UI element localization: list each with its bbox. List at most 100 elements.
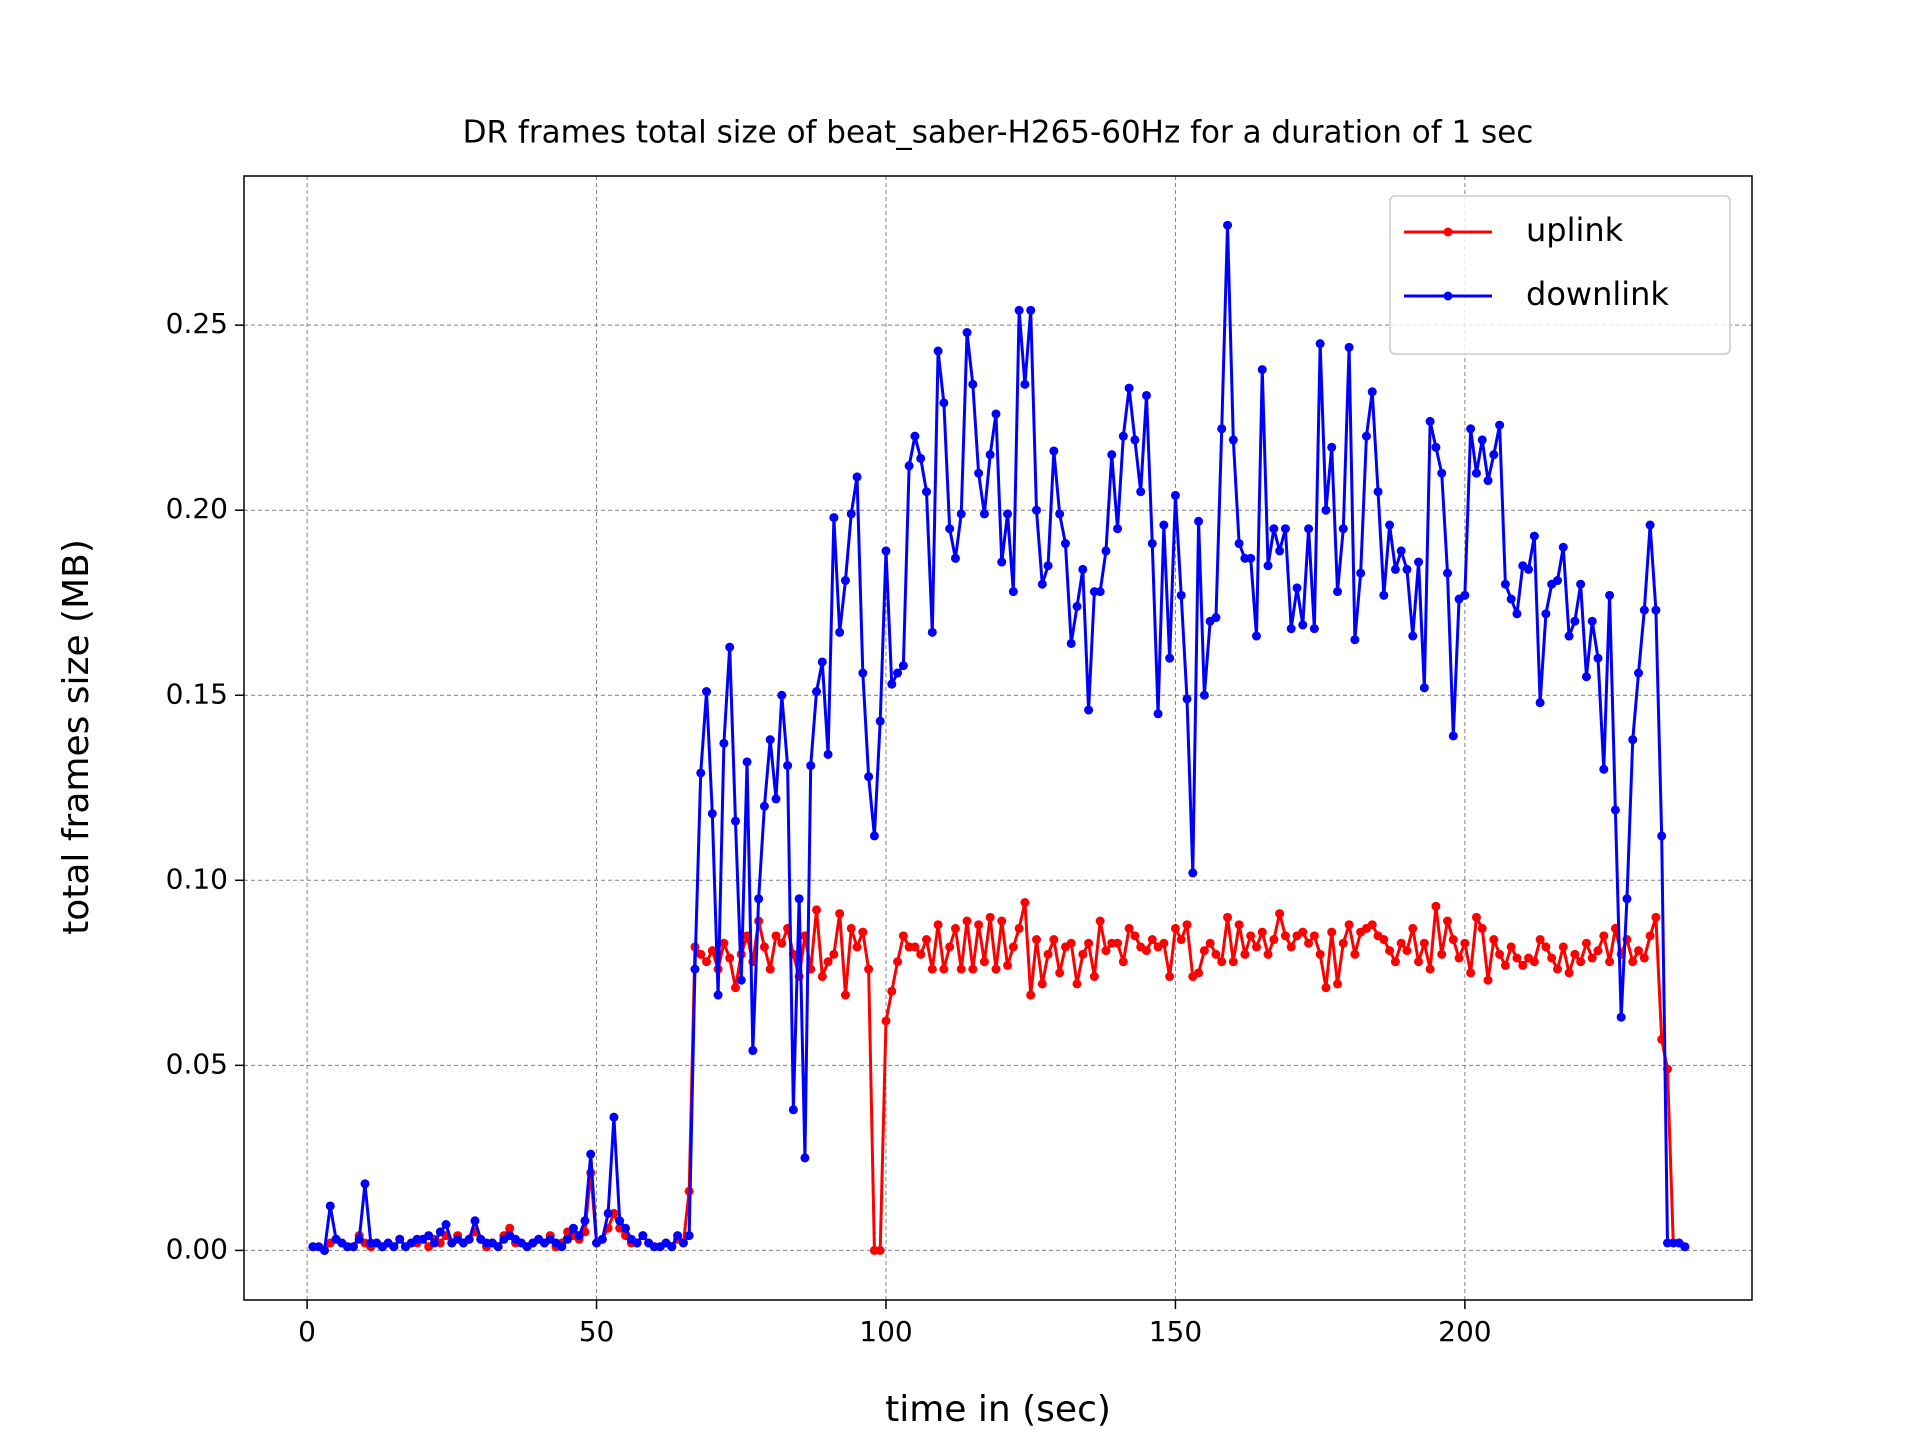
data-point [962,916,972,926]
data-point [881,1016,891,1026]
data-point [702,957,712,967]
data-point [1043,561,1053,571]
data-point [1541,942,1551,952]
data-point [1483,476,1493,486]
data-point [945,524,955,534]
data-point [1008,942,1018,952]
data-point [1176,590,1186,600]
data-point [1610,805,1620,815]
data-point [927,964,937,974]
chart-title: DR frames total size of beat_saber-H265-… [463,115,1534,151]
data-point [1280,931,1290,941]
data-point [1390,564,1400,574]
data-point [1043,949,1053,959]
data-point [748,1046,758,1056]
data-point [1466,968,1476,978]
data-point [1113,524,1123,534]
data-point [1414,557,1424,567]
data-point [1402,564,1412,574]
data-point [690,964,700,974]
data-point [696,949,706,959]
y-tick-label: 0.00 [166,1232,228,1265]
data-point [1153,709,1163,719]
data-point [1304,524,1314,534]
data-point [1396,938,1406,948]
data-point [1055,509,1065,519]
data-point [620,1223,630,1233]
x-tick-label: 0 [298,1315,316,1348]
data-point [916,949,926,959]
y-axis-label: total frames size (MB) [56,539,97,935]
data-point [939,398,949,408]
data-point [1547,953,1557,963]
x-tick-label: 200 [1438,1315,1491,1348]
data-point [1141,390,1151,400]
data-point [858,927,868,937]
data-point [1234,539,1244,549]
data-point [1570,949,1580,959]
data-point [1338,524,1348,534]
data-point [754,894,764,904]
y-tick-label: 0.10 [166,862,228,895]
data-point [1060,539,1070,549]
data-point [985,450,995,460]
data-point [1118,957,1128,967]
data-point [1014,305,1024,315]
data-point [597,1234,607,1244]
data-point [1581,938,1591,948]
plot-frame [243,175,1753,1301]
data-point [1251,942,1261,952]
data-point [1500,579,1510,589]
data-point [1419,938,1429,948]
data-point [1008,587,1018,597]
data-point [979,509,989,519]
data-point [1506,942,1516,952]
data-point [1280,524,1290,534]
data-point [1130,435,1140,445]
x-tick-label: 150 [1149,1315,1202,1348]
data-point [1031,505,1041,515]
data-point [1170,490,1180,500]
data-point [1003,960,1013,970]
data-point [904,461,914,471]
data-point [939,964,949,974]
data-point [1518,960,1528,970]
data-point [1315,949,1325,959]
data-point [788,1105,798,1115]
data-point [1471,912,1481,922]
data-point [1309,931,1319,941]
data-point [1460,938,1470,948]
data-point [910,431,920,441]
data-point [632,1238,642,1248]
data-point [933,920,943,930]
data-point [887,986,897,996]
data-point [1576,579,1586,589]
data-point [1327,927,1337,937]
data-point [1500,960,1510,970]
data-point [1049,446,1059,456]
data-point [991,964,1001,974]
data-point [864,964,874,974]
data-point [673,1231,683,1241]
data-point [829,513,839,523]
legend-label: uplink [1526,211,1624,249]
data-point [1072,979,1082,989]
data-point [1217,957,1227,967]
data-point [1396,546,1406,556]
data-point [1419,683,1429,693]
x-tick-label: 50 [579,1315,615,1348]
y-tick-label: 0.05 [166,1047,228,1080]
data-point [1211,613,1221,623]
data-point [1141,946,1151,956]
data-point [1570,616,1580,626]
data-point [840,576,850,586]
data-point [1205,938,1215,948]
legend: uplink downlink [1389,195,1731,355]
data-point [1448,935,1458,945]
data-point [1529,957,1539,967]
data-point [1049,935,1059,945]
data-point [771,794,781,804]
data-point [736,975,746,985]
data-point [1014,923,1024,933]
data-point [1165,972,1175,982]
